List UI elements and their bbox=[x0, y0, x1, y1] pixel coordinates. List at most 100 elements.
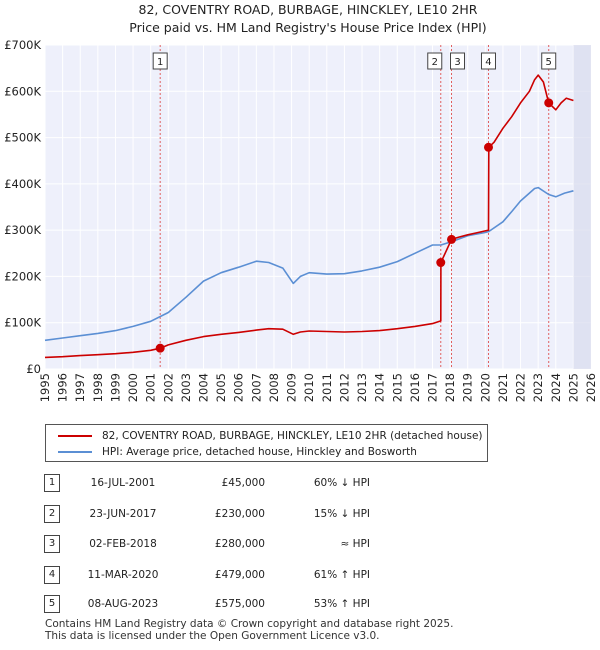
chart-title-line1: 82, COVENTRY ROAD, BURBAGE, HINCKLEY, LE… bbox=[139, 2, 478, 17]
x-tick-label: 2016 bbox=[408, 373, 422, 402]
x-tick-label: 2003 bbox=[179, 373, 193, 402]
sale-label-box bbox=[450, 52, 466, 70]
sale-number: 5 bbox=[44, 595, 60, 613]
sale-date: 23-JUN-2017 bbox=[89, 508, 157, 520]
sale-price: £479,000 bbox=[214, 569, 265, 581]
x-tick-label: 2019 bbox=[461, 373, 475, 402]
x-tick-label: 2017 bbox=[425, 373, 439, 402]
sale-points bbox=[155, 98, 554, 353]
x-tick-label: 2015 bbox=[390, 373, 404, 402]
sale-point bbox=[436, 258, 446, 268]
x-tick-label: 1996 bbox=[56, 373, 70, 402]
legend-swatch-property bbox=[58, 435, 92, 437]
x-tick-label: 2020 bbox=[478, 373, 492, 402]
sale-hpi: ≈ HPI bbox=[340, 538, 370, 550]
sale-label-box bbox=[152, 52, 168, 70]
x-tick-label: 2005 bbox=[214, 373, 228, 402]
x-tick-label: 2011 bbox=[320, 373, 334, 402]
sale-price: £45,000 bbox=[221, 477, 265, 489]
x-tick-label: 1997 bbox=[73, 373, 87, 402]
legend-label-hpi: HPI: Average price, detached house, Hinc… bbox=[102, 446, 417, 458]
x-tick-label: 2023 bbox=[531, 373, 545, 402]
footer: Contains HM Land Registry data © Crown c… bbox=[45, 618, 454, 642]
x-tick-label: 2000 bbox=[126, 373, 140, 402]
sale-number: 2 bbox=[44, 505, 60, 523]
y-tick-label: £700K bbox=[4, 38, 41, 52]
sale-hpi: 53% ↑ HPI bbox=[313, 598, 370, 610]
sale-label-number: 5 bbox=[546, 57, 552, 68]
x-tick-label: 2008 bbox=[267, 373, 281, 402]
legend-item-property: 82, COVENTRY ROAD, BURBAGE, HINCKLEY, LE… bbox=[58, 428, 483, 444]
y-tick-label: £400K bbox=[4, 177, 41, 191]
legend-label-property: 82, COVENTRY ROAD, BURBAGE, HINCKLEY, LE… bbox=[102, 430, 483, 442]
forecast-shade bbox=[573, 45, 591, 369]
sale-point bbox=[447, 234, 457, 244]
sale-date: 02-FEB-2018 bbox=[89, 538, 157, 550]
sale-labels: 1 2 3 4 5 bbox=[152, 52, 557, 70]
y-tick-label: £200K bbox=[4, 269, 41, 283]
x-tick-label: 2018 bbox=[443, 373, 457, 402]
y-tick-label: £300K bbox=[4, 223, 41, 237]
sale-label-number: 4 bbox=[485, 57, 491, 68]
sale-date: 08-AUG-2023 bbox=[87, 598, 159, 610]
x-tick-label: 2007 bbox=[249, 373, 263, 402]
sale-hpi: 15% ↓ HPI bbox=[313, 508, 370, 520]
x-tick-label: 1998 bbox=[91, 373, 105, 402]
sale-label-number: 3 bbox=[454, 57, 460, 68]
sale-point bbox=[155, 343, 165, 353]
x-tick-label: 2025 bbox=[566, 373, 580, 402]
legend-item-hpi: HPI: Average price, detached house, Hinc… bbox=[58, 444, 417, 460]
sale-number: 3 bbox=[44, 535, 60, 553]
axes: £0 £100K £200K £300K £400K £500K £600K £700K 199… bbox=[4, 38, 598, 402]
legend: 82, COVENTRY ROAD, BURBAGE, HINCKLEY, LE… bbox=[45, 424, 488, 462]
sale-label-number: 1 bbox=[157, 57, 163, 68]
y-tick-label: £600K bbox=[4, 84, 41, 98]
x-tick-label: 2004 bbox=[197, 373, 211, 402]
x-tick-label: 2013 bbox=[355, 373, 369, 402]
x-tick-label: 2010 bbox=[302, 373, 316, 402]
x-tick-label: 1995 bbox=[38, 373, 52, 402]
sale-price: £230,000 bbox=[214, 508, 265, 520]
y-tick-label: £500K bbox=[4, 131, 41, 145]
x-tick-label: 2001 bbox=[144, 373, 158, 402]
x-tick-label: 2006 bbox=[232, 373, 246, 402]
x-tick-label: 1999 bbox=[108, 373, 122, 402]
footer-copyright: Contains HM Land Registry data © Crown c… bbox=[45, 618, 454, 630]
sale-price: £280,000 bbox=[214, 538, 265, 550]
chart-title-line2: Price paid vs. HM Land Registry's House … bbox=[129, 20, 486, 35]
y-tick-label: £0 bbox=[26, 362, 41, 376]
sale-label-box bbox=[427, 52, 443, 70]
sale-number: 4 bbox=[44, 566, 60, 584]
hpi-line bbox=[44, 186, 574, 342]
footer-licence: This data is licensed under the Open Gov… bbox=[45, 629, 380, 642]
table-row: 5 08-AUG-2023 £575,000 53% ↑ HPI bbox=[0, 595, 600, 613]
y-tick-label: £100K bbox=[4, 316, 41, 330]
x-tick-label: 2012 bbox=[337, 373, 351, 402]
sale-hpi: 61% ↑ HPI bbox=[313, 569, 370, 581]
sale-number: 1 bbox=[44, 474, 60, 492]
x-tick-label: 2002 bbox=[161, 373, 175, 402]
sale-label-box bbox=[480, 52, 496, 70]
table-row: 4 11-MAR-2020 £479,000 61% ↑ HPI bbox=[0, 566, 600, 584]
series bbox=[44, 74, 574, 359]
sale-date: 11-MAR-2020 bbox=[87, 569, 159, 581]
table-row: 2 23-JUN-2017 £230,000 15% ↓ HPI bbox=[0, 505, 600, 523]
x-tick-label: 2014 bbox=[373, 373, 387, 402]
sale-label-box bbox=[541, 52, 557, 70]
sale-point bbox=[544, 98, 554, 108]
sale-label-number: 2 bbox=[432, 57, 438, 68]
chart: 82, COVENTRY ROAD, BURBAGE, HINCKLEY, LE… bbox=[4, 2, 598, 402]
sale-hpi: 60% ↓ HPI bbox=[313, 477, 370, 489]
x-tick-label: 2024 bbox=[549, 373, 563, 402]
x-tick-label: 2009 bbox=[285, 373, 299, 402]
sale-date: 16-JUL-2001 bbox=[90, 477, 156, 489]
x-tick-label: 2026 bbox=[584, 373, 598, 402]
sale-price: £575,000 bbox=[214, 598, 265, 610]
property-price-line bbox=[44, 74, 574, 359]
table-row: 1 16-JUL-2001 £45,000 60% ↓ HPI bbox=[0, 474, 600, 492]
sale-point bbox=[483, 142, 493, 152]
x-tick-label: 2022 bbox=[514, 373, 528, 402]
plot-area bbox=[45, 45, 591, 369]
legend-swatch-hpi bbox=[58, 451, 92, 453]
x-tick-label: 2021 bbox=[496, 373, 510, 402]
